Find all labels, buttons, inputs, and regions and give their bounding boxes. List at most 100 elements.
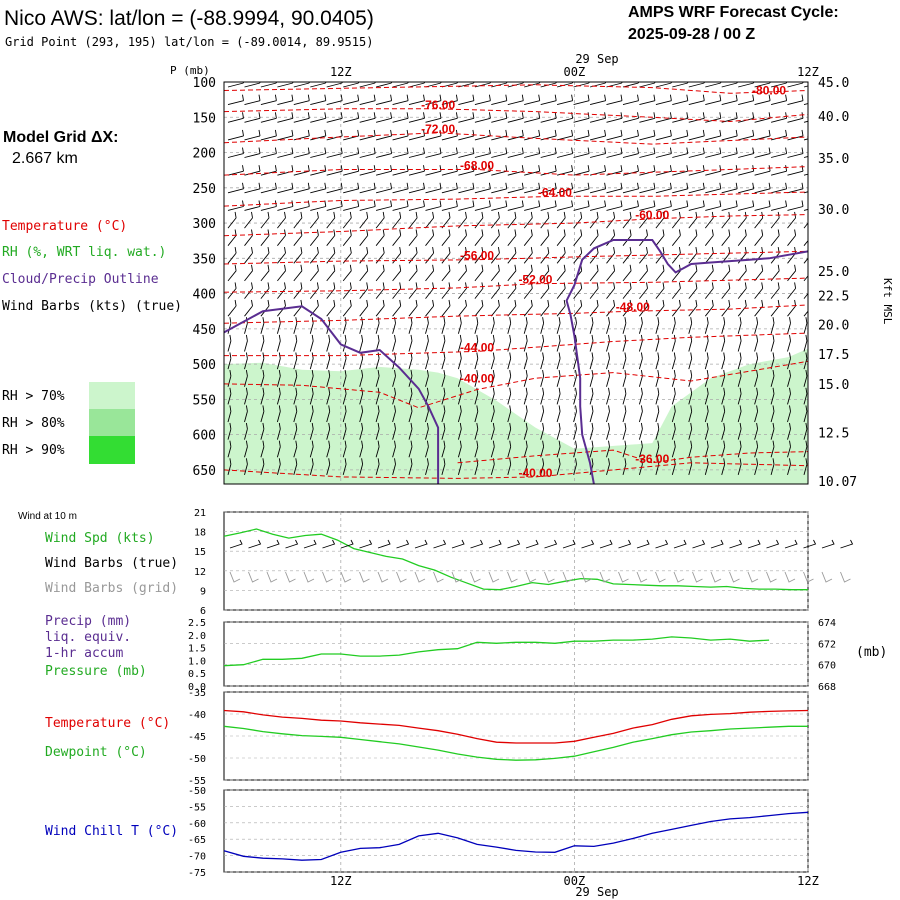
wind-barb — [457, 317, 462, 334]
wind-barb — [787, 282, 797, 299]
wind-barb — [754, 264, 764, 282]
wind-barb — [507, 94, 524, 106]
wind-barb — [458, 211, 467, 229]
wind-barb — [721, 165, 738, 176]
wind-barb — [359, 422, 364, 440]
wind-barb — [441, 299, 451, 317]
wind-barb — [721, 458, 726, 476]
wind-barb-true — [266, 539, 280, 549]
wind-barb — [293, 112, 310, 123]
wind-barb — [573, 94, 590, 106]
wind-barb-true — [433, 539, 447, 549]
wind-barb — [704, 352, 709, 370]
wind-barb — [754, 405, 759, 423]
wind-barb — [458, 200, 475, 211]
wind-barb — [737, 247, 747, 264]
wind-barb-grid — [266, 571, 278, 583]
wind-barb — [556, 299, 566, 317]
wind-barb — [276, 405, 281, 423]
wind-barb — [688, 182, 705, 194]
temperature-contour — [224, 462, 808, 479]
wind-barb — [737, 334, 742, 352]
wind-barb — [655, 94, 672, 106]
wind-barb — [457, 458, 462, 476]
value-tick-label: 12 — [194, 567, 206, 578]
wind-barb — [639, 147, 656, 158]
xsec-plot-area: -80.00 -76.00 -72.00 -68.00 -64.00 -60.00 -56.… — [224, 82, 808, 484]
wind-barb — [770, 440, 775, 458]
wind-barb — [392, 147, 409, 158]
wind-barb — [606, 200, 623, 211]
wind-barb — [622, 147, 639, 158]
wind-barb — [688, 247, 698, 264]
wind-barb — [655, 422, 660, 440]
wind-barb — [441, 370, 446, 387]
wind-barb-true — [248, 539, 262, 549]
wind-barb — [441, 352, 446, 370]
wind-barb-grid — [285, 571, 296, 583]
wind-barb — [606, 299, 616, 317]
wind-barb — [359, 282, 369, 299]
wind-barb — [375, 299, 385, 317]
wind-barb — [672, 147, 689, 158]
wind-barb — [540, 147, 557, 158]
wind-barb — [457, 370, 462, 387]
wind-barb — [277, 282, 286, 299]
wind-barb — [655, 264, 665, 282]
wind-barb — [474, 229, 484, 246]
wind-barb — [688, 165, 705, 176]
wind-barb-grid — [821, 571, 833, 583]
wind-barb — [343, 112, 360, 123]
wind-barb — [474, 317, 479, 334]
pressure-unit-label: (mb) — [856, 645, 887, 660]
wind-barb — [326, 282, 336, 299]
wind-barb — [573, 200, 590, 211]
cycle-time: 2025-09-28 / 00 Z — [628, 26, 755, 43]
wind-barb — [491, 94, 508, 106]
wind-barb — [392, 229, 402, 246]
wind-barb — [392, 299, 402, 317]
wind-barb — [738, 147, 755, 158]
wind-barb — [425, 165, 442, 176]
temperature-contour-label: -60.00 — [635, 208, 669, 222]
wind-barb — [589, 229, 599, 246]
wind-barb — [573, 299, 583, 317]
wind-barb — [787, 317, 791, 334]
wind-barb-grid — [322, 571, 333, 583]
wind-barb — [573, 422, 577, 440]
wind-barb — [589, 147, 607, 158]
wind-barb — [227, 299, 237, 317]
wind-barb-true — [692, 539, 706, 549]
wind-barb — [375, 387, 380, 405]
wind-barb — [375, 334, 380, 352]
model-grid-title: Model Grid ΔX: — [3, 129, 119, 146]
wind-barb — [474, 352, 479, 370]
wind-barb — [441, 229, 451, 246]
value-tick-label: -40 — [188, 710, 206, 721]
wind-barb — [622, 200, 639, 211]
wind-barb — [359, 112, 376, 123]
wind-barb — [375, 211, 385, 229]
wind-barb — [359, 129, 376, 141]
wind-barb — [507, 147, 524, 158]
wind-barb — [293, 165, 310, 176]
wind-barb — [705, 82, 722, 88]
wind-barb — [754, 387, 759, 405]
wind-barb — [343, 165, 360, 176]
wind-barb — [638, 352, 643, 370]
wind-barb — [638, 440, 643, 458]
wind-barb — [671, 387, 676, 405]
wind-barb — [359, 334, 364, 352]
wind-barb-grid — [451, 571, 463, 583]
windchill-panel: -75 -70 -65 -60 -55 -50 — [188, 786, 809, 879]
top-time-tick-label: 12Z — [797, 65, 819, 79]
temperature-contour-label: -68.00 — [460, 158, 494, 172]
wind-barb — [326, 82, 343, 88]
label-precip: Precip (mm) — [45, 614, 131, 629]
wind-barb — [803, 173, 808, 176]
wind-barb — [671, 317, 676, 334]
wind-barb — [507, 229, 517, 246]
label-liq-equiv: liq. equiv. — [45, 630, 131, 645]
wind-barb — [342, 405, 347, 423]
wind-barb — [738, 165, 755, 176]
